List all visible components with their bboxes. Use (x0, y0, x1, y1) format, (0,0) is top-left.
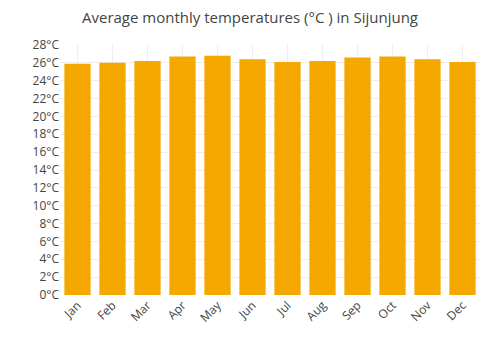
svg-text:10°C: 10°C (33, 197, 60, 214)
svg-text:Feb: Feb (93, 297, 119, 323)
svg-text:Average monthly temperatures (: Average monthly temperatures (°C ) in Si… (82, 7, 418, 27)
svg-text:14°C: 14°C (33, 161, 60, 178)
svg-text:Aug: Aug (302, 297, 330, 325)
svg-text:May: May (196, 296, 225, 325)
svg-text:0°C: 0°C (39, 286, 59, 303)
svg-text:Nov: Nov (407, 297, 435, 325)
svg-text:18°C: 18°C (33, 125, 60, 142)
svg-text:Sep: Sep (338, 297, 365, 324)
svg-text:22°C: 22°C (33, 90, 60, 107)
svg-text:26°C: 26°C (33, 54, 60, 71)
svg-text:Apr: Apr (164, 297, 190, 323)
svg-text:24°C: 24°C (33, 72, 60, 89)
svg-text:28°C: 28°C (33, 36, 60, 53)
svg-text:20°C: 20°C (33, 108, 60, 125)
svg-text:2°C: 2°C (39, 268, 59, 285)
svg-text:12°C: 12°C (33, 179, 60, 196)
svg-text:8°C: 8°C (39, 215, 59, 232)
svg-text:Jun: Jun (234, 297, 259, 322)
svg-text:Jan: Jan (60, 297, 85, 322)
svg-text:Dec: Dec (443, 297, 470, 324)
svg-text:16°C: 16°C (33, 143, 60, 160)
svg-text:4°C: 4°C (39, 250, 59, 267)
svg-text:Oct: Oct (374, 297, 400, 323)
svg-text:6°C: 6°C (39, 233, 59, 250)
svg-text:Jul: Jul (272, 297, 294, 319)
svg-text:Mar: Mar (127, 297, 155, 325)
